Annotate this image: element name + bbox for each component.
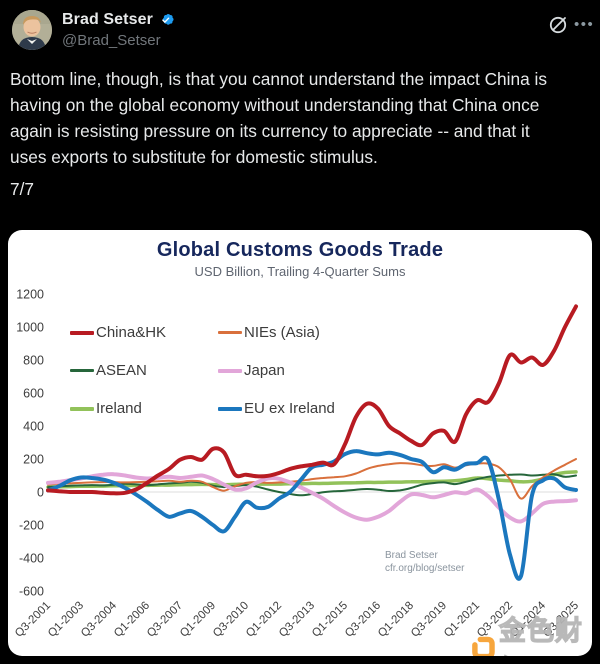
chart-source-annotation: Brad Setser cfr.org/blog/setser xyxy=(385,549,464,575)
legend-item-japan: Japan xyxy=(218,360,335,381)
name-row: Brad Setser xyxy=(62,11,175,29)
series-line-japan xyxy=(46,472,578,524)
legend-label: EU ex Ireland xyxy=(244,400,335,417)
legend-swatch xyxy=(70,369,94,372)
legend-swatch xyxy=(218,406,242,411)
legend-label: China&HK xyxy=(96,324,167,341)
tweet-line: again is resisting pressure on its curre… xyxy=(10,121,530,141)
y-tick-label: -400 xyxy=(19,552,44,566)
tweet-text: Bottom line, though, is that you cannot … xyxy=(10,66,596,170)
y-tick-label: 1200 xyxy=(16,288,44,302)
y-tick-label: 400 xyxy=(23,420,44,434)
legend-label: NIEs (Asia) xyxy=(244,324,320,341)
legend-swatch xyxy=(70,406,94,411)
legend-swatch xyxy=(70,330,94,335)
legend-item-eu-ex-ireland: EU ex Ireland xyxy=(218,398,335,419)
display-name[interactable]: Brad Setser xyxy=(62,11,153,28)
legend-label: ASEAN xyxy=(96,362,147,379)
tweet-line: having on the global economy without und… xyxy=(10,95,540,115)
y-tick-label: 0 xyxy=(37,486,44,500)
tweet-media-chart[interactable]: Global Customs Goods Trade USD Billion, … xyxy=(8,230,592,656)
avatar[interactable] xyxy=(12,10,52,50)
watermark-text: 金色财经 xyxy=(498,615,583,656)
legend-item-nies-asia: NIEs (Asia) xyxy=(218,322,335,343)
y-tick-label: 600 xyxy=(23,387,44,401)
series-line-china-hk xyxy=(46,304,578,496)
legend-label: Ireland xyxy=(96,400,142,417)
legend-swatch xyxy=(218,368,242,373)
chart-subtitle: USD Billion, Trailing 4-Quarter Sums xyxy=(194,264,406,279)
y-tick-label: -200 xyxy=(19,519,44,533)
legend-swatch xyxy=(218,331,242,334)
avatar-portrait xyxy=(12,10,52,50)
legend-label: Japan xyxy=(244,362,285,379)
annotation-author: Brad Setser xyxy=(385,550,438,561)
user-handle[interactable]: @Brad_Setser xyxy=(62,32,161,49)
y-tick-label: 200 xyxy=(23,453,44,467)
verified-badge-icon xyxy=(157,11,175,29)
grok-icon[interactable] xyxy=(546,13,570,37)
thread-position: 7/7 xyxy=(10,179,35,199)
legend-item-asean: ASEAN xyxy=(70,360,218,381)
y-tick-label: 1000 xyxy=(16,321,44,335)
series-line-eu-ex-ireland xyxy=(46,449,578,581)
watermark: 金色财经 xyxy=(471,609,592,656)
watermark-logo-icon xyxy=(472,636,495,656)
legend-item-ireland: Ireland xyxy=(70,398,218,419)
legend-item-china-hk: China&HK xyxy=(70,322,218,343)
chart-legend: China&HK NIEs (Asia) ASEAN Japan Ireland… xyxy=(70,322,335,419)
annotation-url: cfr.org/blog/setser xyxy=(385,563,465,574)
tweet-line: Bottom line, though, is that you cannot … xyxy=(10,69,548,89)
y-tick-label: -600 xyxy=(19,585,44,599)
y-tick-label: 800 xyxy=(23,354,44,368)
chart-title: Global Customs Goods Trade xyxy=(156,239,444,261)
more-options-button[interactable]: ••• xyxy=(574,16,595,33)
trade-chart-svg: 120010008006004002000-200-400-600Q3-2001… xyxy=(13,288,581,640)
tweet-line: uses exports to substitute for domestic … xyxy=(10,147,378,167)
